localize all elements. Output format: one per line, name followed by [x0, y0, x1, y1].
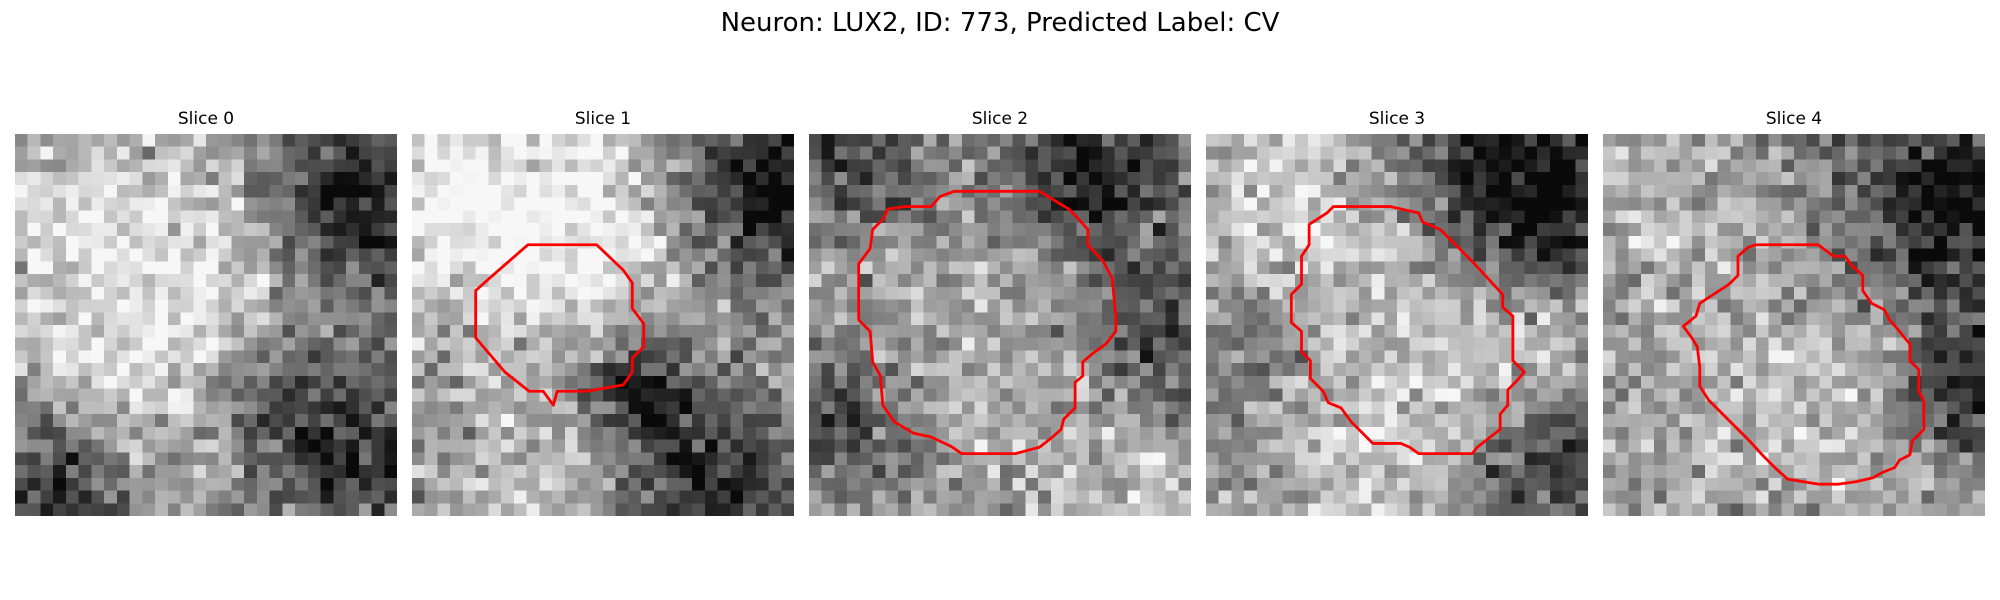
slice-title-1: Slice 1 [574, 109, 632, 129]
neuron-contour [474, 243, 646, 407]
slice-title-4: Slice 4 [1765, 109, 1823, 129]
figure-title: Neuron: LUX2, ID: 773, Predicted Label: … [720, 8, 1280, 38]
neuron-contour [1289, 205, 1526, 456]
pixel-grid [809, 134, 1191, 516]
slice-title-2: Slice 2 [971, 109, 1029, 129]
slice-panel-1: Slice 1 [412, 108, 794, 516]
pixel-grid [1603, 134, 1985, 516]
slice-panel-2: Slice 2 [809, 108, 1191, 516]
pixel-grid [412, 134, 794, 516]
slice-image-3 [1206, 134, 1588, 516]
neuron-contour [857, 189, 1118, 456]
slice-panel-3: Slice 3 [1206, 108, 1588, 516]
pixel-grid [1206, 134, 1588, 516]
slice-panel-4: Slice 4 [1603, 108, 1985, 516]
slice-panel-0: Slice 0 [15, 108, 397, 516]
pixel-grid [15, 134, 397, 516]
slice-title-3: Slice 3 [1368, 109, 1426, 129]
neuron-contour [1681, 243, 1926, 486]
slice-image-2 [809, 134, 1191, 516]
slice-image-4 [1603, 134, 1985, 516]
slice-title-0: Slice 0 [177, 109, 235, 129]
slice-image-1 [412, 134, 794, 516]
slice-image-0 [15, 134, 397, 516]
